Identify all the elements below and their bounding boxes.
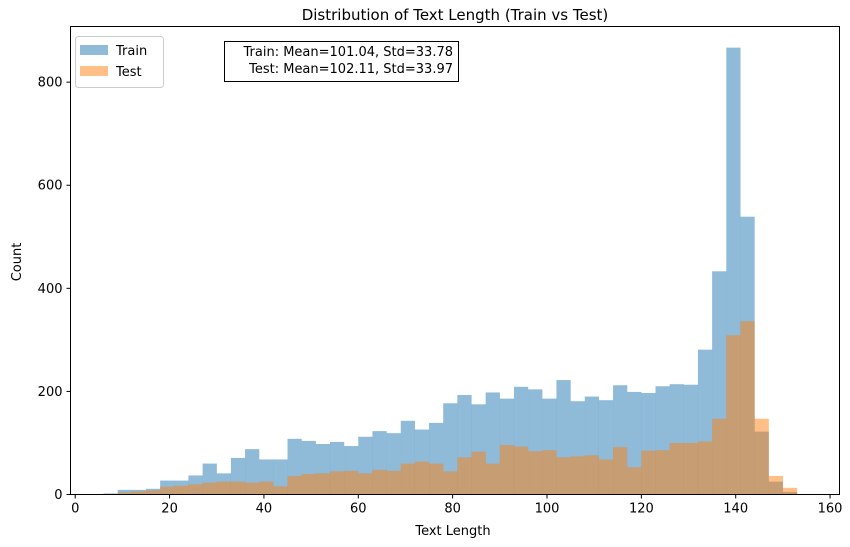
test-bar <box>202 482 217 495</box>
test-bar <box>513 446 529 495</box>
test-bar <box>782 487 798 495</box>
train-bar <box>273 459 288 495</box>
x-tick-label: 100 <box>535 502 560 517</box>
legend-label-test: Test <box>115 65 142 80</box>
test-bar <box>542 450 557 495</box>
test-bar <box>655 450 670 495</box>
test-bar <box>216 481 231 495</box>
x-tick-label: 140 <box>723 502 748 517</box>
test-bars <box>117 321 798 495</box>
test-bar <box>245 482 260 495</box>
test-bar <box>726 335 741 495</box>
legend-label-train: Train <box>115 44 147 59</box>
test-bar <box>188 484 203 495</box>
test-bar <box>160 486 175 495</box>
test-bar <box>499 445 515 495</box>
test-bar <box>768 475 783 495</box>
test-bar <box>400 463 415 495</box>
test-bar <box>131 491 147 495</box>
chart-title: Distribution of Text Length (Train vs Te… <box>302 6 609 24</box>
test-bar <box>145 490 161 495</box>
x-tick-label: 120 <box>629 502 654 517</box>
x-axis-title: Text Length <box>414 524 490 539</box>
x-axis-ticks: 0 20 40 60 80 100 120 140 160 <box>71 494 843 517</box>
test-bar <box>443 471 458 495</box>
test-bar <box>712 418 727 495</box>
test-bar <box>372 469 387 495</box>
stats-box: Train: Mean=101.04, Std=33.78 Test: Mean… <box>224 41 459 82</box>
test-bar <box>259 481 274 495</box>
test-bar <box>627 467 642 495</box>
test-bar <box>669 442 684 495</box>
y-tick-label: 400 <box>38 282 63 297</box>
y-tick-label: 800 <box>38 76 63 91</box>
test-bar <box>528 451 543 495</box>
legend-swatch-test <box>80 66 108 76</box>
test-bar <box>754 418 769 495</box>
test-bar <box>570 456 585 495</box>
test-bar <box>584 455 599 495</box>
y-tick-label: 0 <box>54 488 62 503</box>
x-tick-label: 80 <box>444 502 461 517</box>
x-tick-label: 60 <box>350 502 367 517</box>
y-axis-title: Count <box>10 243 25 282</box>
test-bar <box>485 463 500 495</box>
test-bar <box>174 485 189 495</box>
test-bar <box>344 470 359 495</box>
test-bar <box>315 473 331 495</box>
y-axis-ticks: 0 200 400 600 800 <box>38 76 71 503</box>
legend-swatch-train <box>80 45 108 55</box>
stats-test: Test: Mean=102.11, Std=33.97 <box>248 62 453 77</box>
x-tick-label: 40 <box>256 502 273 517</box>
test-bar <box>641 450 656 495</box>
test-bar <box>358 473 373 495</box>
legend: Train Test <box>75 36 164 88</box>
x-tick-label: 160 <box>818 502 843 517</box>
test-bar <box>414 461 430 495</box>
test-bar <box>386 470 401 495</box>
y-tick-label: 600 <box>38 179 63 194</box>
train-bar <box>117 489 132 495</box>
test-bar <box>301 473 316 495</box>
test-bar <box>740 321 755 495</box>
test-bar <box>429 463 444 495</box>
test-bar <box>598 459 614 495</box>
test-bar <box>117 492 132 495</box>
stats-train: Train: Mean=101.04, Std=33.78 <box>243 45 453 60</box>
test-bar <box>471 451 486 495</box>
test-bar <box>329 471 345 495</box>
test-bar <box>613 447 628 495</box>
train-bar <box>103 493 118 495</box>
test-bar <box>556 457 571 495</box>
stats-box-frame <box>224 41 459 82</box>
test-bar <box>287 475 302 495</box>
test-bar <box>457 457 472 495</box>
test-bar <box>683 442 699 495</box>
plot-frame <box>70 26 840 495</box>
x-tick-label: 20 <box>161 502 178 517</box>
y-tick-label: 200 <box>38 385 63 400</box>
x-tick-label: 0 <box>71 502 79 517</box>
test-bar <box>697 441 713 495</box>
test-bar <box>230 481 246 495</box>
test-bar <box>273 486 288 495</box>
